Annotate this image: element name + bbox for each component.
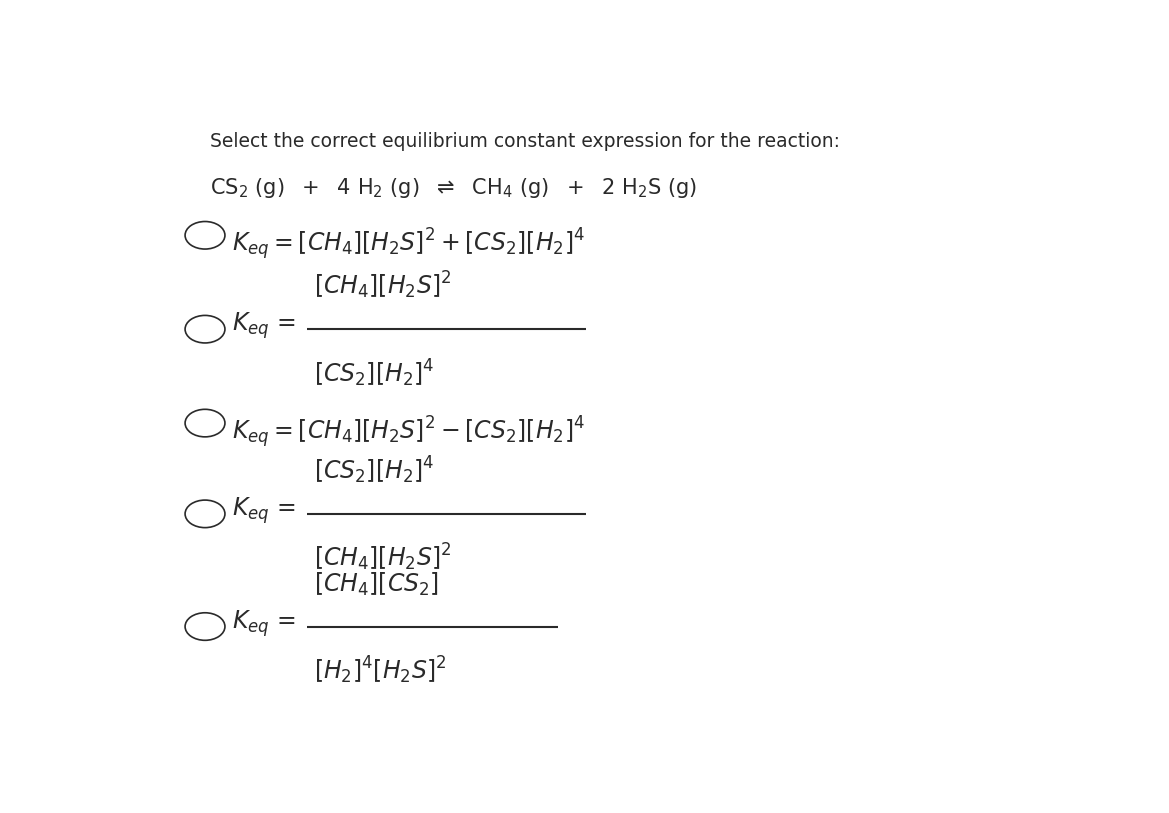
Text: $[CH_4][H_2S]^2$: $[CH_4][H_2S]^2$ (313, 542, 451, 573)
Text: $[CH_4][CS_2]$: $[CH_4][CS_2]$ (313, 572, 438, 598)
Text: $[CH_4][H_2S]^2$: $[CH_4][H_2S]^2$ (313, 270, 451, 301)
Text: $[CS_2][H_2]^4$: $[CS_2][H_2]^4$ (313, 454, 434, 485)
Text: $K_{eq}$$=[CH_4][H_2S]^2+[CS_2][H_2]^4$: $K_{eq}$$=[CH_4][H_2S]^2+[CS_2][H_2]^4$ (233, 226, 586, 262)
Text: $[H_2]^4[H_2S]^2$: $[H_2]^4[H_2S]^2$ (313, 654, 447, 686)
Text: $K_{eq}$$=[CH_4][H_2S]^2-[CS_2][H_2]^4$: $K_{eq}$$=[CH_4][H_2S]^2-[CS_2][H_2]^4$ (233, 414, 586, 450)
Text: $[CS_2][H_2]^4$: $[CS_2][H_2]^4$ (313, 358, 434, 389)
Text: $K_{eq}$ =: $K_{eq}$ = (233, 495, 296, 526)
Text: Select the correct equilibrium constant expression for the reaction:: Select the correct equilibrium constant … (209, 132, 839, 151)
Text: $K_{eq}$ =: $K_{eq}$ = (233, 311, 296, 341)
Text: $\mathrm{CS_2\ (g)\ \ +\ \ 4\ H_2\ (g)\ \ \rightleftharpoons\ \ CH_4\ (g)\ \ +\ : $\mathrm{CS_2\ (g)\ \ +\ \ 4\ H_2\ (g)\ … (209, 176, 697, 200)
Text: $K_{eq}$ =: $K_{eq}$ = (233, 608, 296, 639)
